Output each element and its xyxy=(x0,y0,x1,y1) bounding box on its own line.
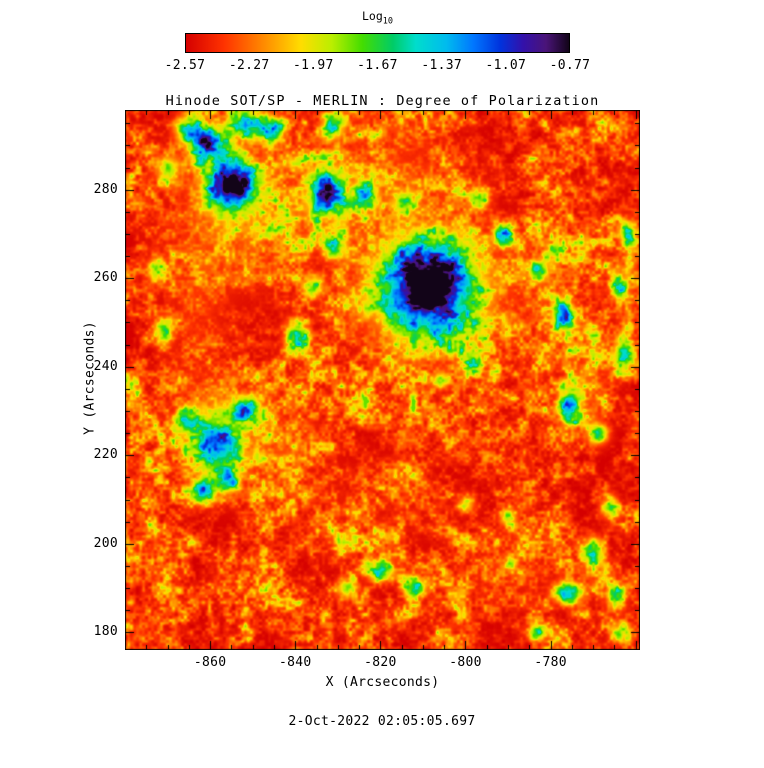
y-tick-label: 260 xyxy=(93,270,118,286)
y-tick-label: 220 xyxy=(93,447,118,463)
timestamp: 2-Oct-2022 02:05:05.697 xyxy=(288,714,476,729)
colorbar-tick-label: -1.37 xyxy=(421,58,462,73)
x-tick-label: -820 xyxy=(364,655,397,670)
colorbar-gradient xyxy=(185,33,570,53)
colorbar-tick-label: -2.27 xyxy=(228,58,270,73)
x-tick-label: -860 xyxy=(193,655,227,670)
colorbar-title-text: Log xyxy=(361,9,383,23)
y-tick-label: 200 xyxy=(93,535,118,551)
y-tick-label: 180 xyxy=(93,624,118,640)
colorbar-tick-label: -0.77 xyxy=(549,58,591,73)
heatmap-canvas xyxy=(125,110,640,650)
colorbar-tick-label: -1.67 xyxy=(357,58,398,73)
colorbar-tick-label: -1.07 xyxy=(485,58,527,73)
colorbar-title: Log10 xyxy=(185,9,570,26)
colorbar-tick-label: -2.57 xyxy=(164,58,206,73)
x-tick-label: -840 xyxy=(278,655,312,670)
x-tick-label: -780 xyxy=(534,655,567,670)
x-tick-label: -800 xyxy=(449,655,482,670)
x-axis-label: X (Arcseconds) xyxy=(325,675,440,690)
colorbar-tick-label: -1.97 xyxy=(293,58,334,73)
y-tick-label: 280 xyxy=(93,181,118,197)
y-axis-label: Y (Arcseconds) xyxy=(82,321,98,435)
colorbar-title-subscript: 10 xyxy=(382,16,394,27)
y-tick-label: 240 xyxy=(93,358,118,374)
chart-title: Hinode SOT/SP - MERLIN : Degree of Polar… xyxy=(165,93,600,109)
